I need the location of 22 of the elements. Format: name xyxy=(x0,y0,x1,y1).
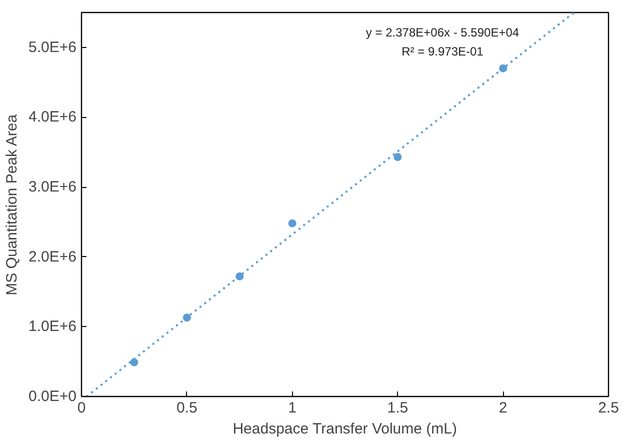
y-tick-label: 0.0E+0 xyxy=(28,388,77,405)
point xyxy=(130,358,138,366)
y-tick-label: 3.0E+6 xyxy=(28,178,77,196)
y-tick-label: 5.0E+6 xyxy=(28,38,77,56)
annotation: R² = 9.973E-01 xyxy=(402,44,484,59)
x-tick-label: 0 xyxy=(77,400,86,416)
point xyxy=(288,219,296,228)
y-tick-label: 1.0E+6 xyxy=(28,318,77,336)
point xyxy=(182,314,191,322)
x-tick-label: 2.5 xyxy=(598,400,619,416)
point xyxy=(499,64,508,72)
y-tick-label: 2.0E+6 xyxy=(28,248,77,266)
y-axis-title: MS Quantitation Peak Area xyxy=(4,114,21,296)
x-tick-label: 1.5 xyxy=(387,400,408,416)
x-tick-label: 0.5 xyxy=(176,400,198,416)
annotation: y = 2.378E+06x - 5.590E+04 xyxy=(366,25,520,40)
y-tick-label: 4.0E+6 xyxy=(28,108,77,126)
x-tick-label: 1 xyxy=(288,400,296,416)
point xyxy=(394,153,402,162)
x-axis-title: Headspace Transfer Volume (mL) xyxy=(232,420,458,438)
x-tick-label: 2 xyxy=(498,400,508,416)
point xyxy=(236,272,244,280)
